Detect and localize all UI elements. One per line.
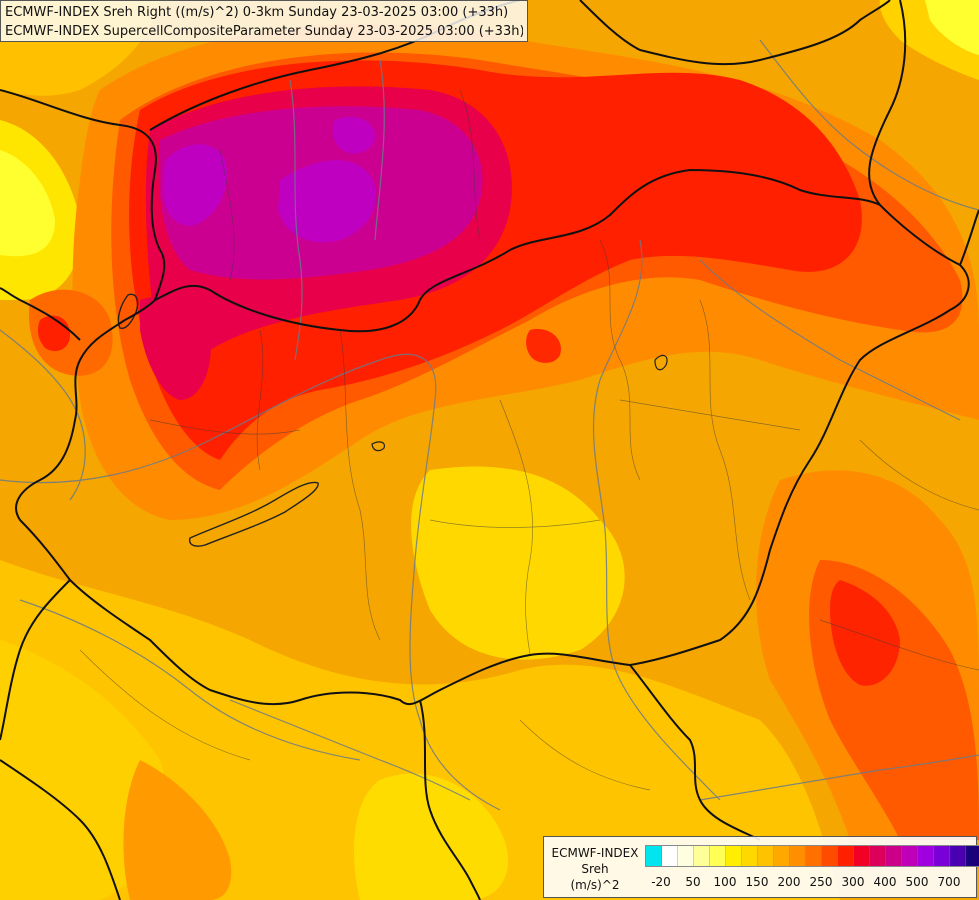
legend-tick-label: 150 [745, 875, 769, 889]
map-title-box: ECMWF-INDEX Sreh Right ((m/s)^2) 0-3km S… [0, 0, 528, 42]
legend-swatch [934, 846, 950, 866]
legend-swatch [838, 846, 854, 866]
legend-swatch [950, 846, 966, 866]
regional-border-4 [599, 239, 641, 481]
border-southwest [0, 579, 71, 741]
legend-title-line-1: ECMWF-INDEX [551, 846, 639, 860]
purple-core-west [162, 144, 227, 226]
legend-title: ECMWF-INDEX Sreh (m/s)^2 [548, 845, 642, 893]
border-hungary [15, 168, 970, 706]
legend-swatch [902, 846, 918, 866]
legend-tick-label: 500 [905, 875, 929, 889]
border-slovakia-north [0, 89, 166, 301]
legend-tick-label: 200 [777, 875, 801, 889]
border-romania-south [629, 664, 761, 841]
regional-border-1 [256, 329, 264, 471]
legend-swatch [790, 846, 806, 866]
legend-tick-label: 400 [873, 875, 897, 889]
border-romania-east [959, 209, 979, 266]
regional-border-8 [619, 399, 801, 431]
regional-border-2 [339, 329, 381, 641]
bright-yellow-core-west [0, 150, 55, 257]
border-east [868, 0, 907, 206]
legend-swatch [646, 846, 662, 866]
legend-swatch [966, 846, 979, 866]
river-tisza [592, 239, 721, 801]
border-west-austria [0, 287, 81, 341]
regional-border-13 [859, 439, 979, 511]
river-drava [229, 699, 471, 801]
border-north-east [579, 0, 891, 66]
lake-neusiedl [117, 293, 139, 329]
legend-tick-label: 300 [841, 875, 865, 889]
map-title-line-1: ECMWF-INDEX Sreh Right ((m/s)^2) 0-3km S… [5, 5, 509, 20]
legend-swatch [886, 846, 902, 866]
river-south-east [699, 754, 979, 801]
legend-swatch [806, 846, 822, 866]
crimson-area-west-arm [140, 296, 211, 400]
regional-border-10 [459, 89, 481, 241]
legend-color-bar [645, 845, 979, 867]
legend-tick-label: 250 [809, 875, 833, 889]
legend-swatch [742, 846, 758, 866]
legend-title-line-3: (m/s)^2 [570, 878, 620, 892]
lake-balaton [188, 481, 319, 547]
red-area-southeast [830, 580, 900, 686]
regional-borders [79, 89, 979, 791]
purple-core-east [332, 116, 375, 154]
lake-small-east [654, 354, 668, 371]
legend-swatch [758, 846, 774, 866]
legend-swatch [822, 846, 838, 866]
legend-tick-label: 50 [685, 875, 701, 889]
red-area-center-small [526, 329, 561, 363]
regional-border-9 [219, 149, 235, 281]
map-title-line-2: ECMWF-INDEX SupercellCompositeParameter … [5, 24, 523, 39]
legend-swatch [918, 846, 934, 866]
legend-tick-labels: -20 50 100 150 200 250 300 400 500 700 [645, 875, 975, 891]
river-east [699, 259, 961, 421]
legend-swatch [774, 846, 790, 866]
legend-swatch [870, 846, 886, 866]
regional-border-6 [149, 419, 301, 435]
regional-border-14 [819, 619, 979, 671]
river-north-2 [374, 59, 385, 241]
lake-small-center [371, 441, 385, 452]
bright-yellow-core-northeast [925, 0, 979, 55]
regional-border-3 [499, 399, 533, 656]
purple-core-center [278, 160, 376, 243]
regional-border-7 [429, 519, 601, 528]
yellow-area-bottom-center [354, 773, 509, 900]
border-serbia [419, 699, 481, 900]
regional-border-11 [79, 649, 251, 761]
yellow-area-center [411, 466, 625, 660]
border-croatia [0, 759, 121, 900]
river-northeast [759, 39, 979, 211]
legend-swatch [662, 846, 678, 866]
legend-tick-label: -20 [651, 875, 671, 889]
legend-swatch [694, 846, 710, 866]
river-west [0, 329, 86, 501]
river-danube [0, 353, 501, 811]
orange-area-southwest [123, 760, 232, 900]
legend-swatch [726, 846, 742, 866]
regional-border-5 [699, 299, 751, 601]
yellow-area-south [0, 560, 840, 900]
legend-swatch [678, 846, 694, 866]
legend-swatch [854, 846, 870, 866]
legend-swatch [710, 846, 726, 866]
color-legend: ECMWF-INDEX Sreh (m/s)^2 -20 50 100 150 200 2… [543, 836, 979, 898]
river-north-1 [289, 79, 303, 361]
regional-border-12 [519, 719, 651, 791]
legend-tick-label: 100 [713, 875, 737, 889]
rivers [0, 39, 979, 811]
legend-title-line-2: Sreh [581, 862, 609, 876]
legend-tick-label: 700 [937, 875, 961, 889]
river-southwest [19, 599, 361, 761]
